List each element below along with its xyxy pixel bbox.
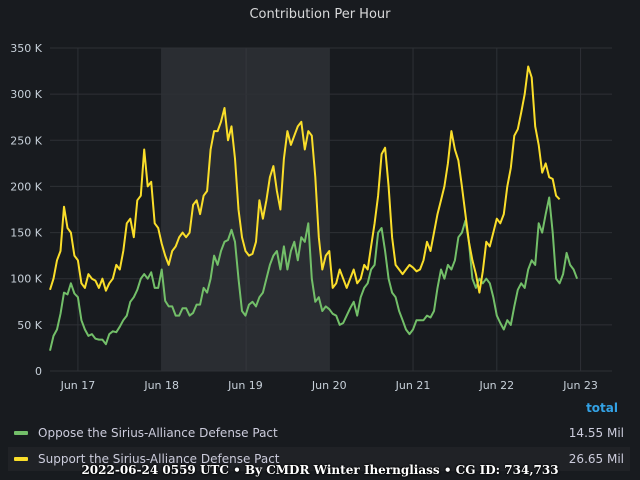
chart-title: Contribution Per Hour <box>249 7 391 22</box>
y-tick-label: 0 <box>35 365 42 378</box>
legend-label-oppose: Oppose the Sirius-Alliance Defense Pact <box>38 426 278 440</box>
legend-total-header[interactable]: total <box>586 401 618 415</box>
series-line-support <box>49 65 561 294</box>
y-tick-label: 200 K <box>10 180 42 193</box>
legend-item-support[interactable]: Support the Sirius-Alliance Defense Pact… <box>8 447 630 471</box>
x-tick-label: Jun 18 <box>143 379 179 392</box>
x-tick-label: Jun 23 <box>562 379 598 392</box>
legend-item-oppose[interactable]: Oppose the Sirius-Alliance Defense Pact … <box>8 421 630 445</box>
x-tick-label: Jun 22 <box>478 379 514 392</box>
x-tick-label: Jun 20 <box>311 379 347 392</box>
x-tick-label: Jun 19 <box>227 379 263 392</box>
y-tick-label: 150 K <box>10 227 42 240</box>
x-tick-label: Jun 21 <box>395 379 431 392</box>
legend-total-oppose: 14.55 Mil <box>568 426 624 440</box>
y-tick-label: 100 K <box>10 273 42 286</box>
y-tick-label: 250 K <box>10 134 42 147</box>
y-tick-label: 50 K <box>17 319 42 332</box>
legend-total-support: 26.65 Mil <box>568 452 624 466</box>
line-chart[interactable]: 0 50 K 100 K 150 K 200 K 250 K 300 K 350 K Jun 1… <box>0 0 640 400</box>
y-tick-label: 300 K <box>10 88 42 101</box>
y-tick-label: 350 K <box>10 42 42 55</box>
footer-credit: 2022-06-24 0559 UTC • By CMDR Winter Ihe… <box>81 463 559 477</box>
legend-swatch-oppose <box>14 431 28 435</box>
legend-label-support: Support the Sirius-Alliance Defense Pact <box>38 452 280 466</box>
legend-swatch-support <box>14 457 28 461</box>
x-tick-label: Jun 17 <box>60 379 96 392</box>
series-line-oppose <box>49 196 579 351</box>
